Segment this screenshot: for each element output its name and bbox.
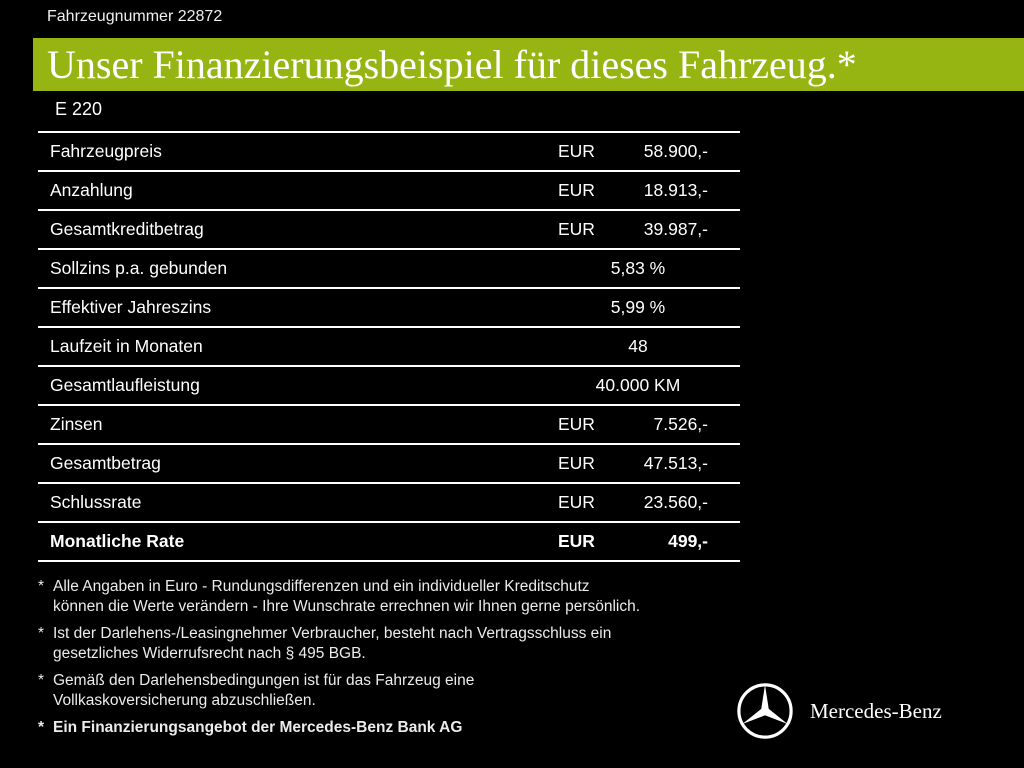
footnote-line: können die Werte verändern - Ihre Wunsch… bbox=[53, 598, 641, 615]
model-label: E 220 bbox=[55, 99, 103, 119]
row-value: 39.987,- bbox=[643, 219, 708, 239]
row-currency: EUR bbox=[558, 414, 595, 434]
row-label: Sollzins p.a. gebunden bbox=[50, 258, 228, 278]
footnote-marker: * bbox=[38, 625, 45, 642]
footnote-bank: * Ein Finanzierungsangebot der Mercedes-… bbox=[38, 718, 738, 738]
footnote-line: Ist der Darlehens-/Leasingnehmer Verbrau… bbox=[53, 625, 612, 642]
row-value: 5,99 % bbox=[610, 297, 666, 317]
footnotes: * Alle Angaben in Euro - Rundungsdiffere… bbox=[38, 577, 738, 745]
footnote-marker: * bbox=[38, 672, 45, 689]
row-currency: EUR bbox=[558, 492, 595, 512]
footnote-line: Vollkaskoversicherung abzuschließen. bbox=[53, 692, 316, 709]
row-label: Gesamtlaufleistung bbox=[50, 375, 200, 395]
row-currency: EUR bbox=[558, 219, 595, 239]
row-label: Monatliche Rate bbox=[50, 531, 185, 551]
row-label: Gesamtkreditbetrag bbox=[50, 219, 204, 239]
table-row: Gesamtkreditbetrag EUR 39.987,- bbox=[38, 211, 740, 250]
row-label: Schlussrate bbox=[50, 492, 142, 512]
row-currency: EUR bbox=[558, 141, 595, 161]
brand-wordmark: Mercedes-Benz bbox=[810, 698, 942, 723]
table-row: Laufzeit in Monaten 48 bbox=[38, 328, 740, 367]
row-value: 7.526,- bbox=[653, 414, 708, 434]
table-row: Schlussrate EUR 23.560,- bbox=[38, 484, 740, 523]
row-value: 23.560,- bbox=[643, 492, 708, 512]
table-row: Zinsen EUR 7.526,- bbox=[38, 406, 740, 445]
finance-banner: Unser Finanzierungsbeispiel für dieses F… bbox=[33, 38, 1024, 91]
footnote-marker: * bbox=[38, 578, 45, 595]
table-row: Anzahlung EUR 18.913,- bbox=[38, 172, 740, 211]
finance-table: Fahrzeugpreis EUR 58.900,- Anzahlung EUR… bbox=[38, 131, 740, 562]
row-value: 47.513,- bbox=[643, 453, 708, 473]
row-label: Gesamtbetrag bbox=[50, 453, 161, 473]
brand-area: Mercedes-Benz bbox=[736, 682, 942, 740]
row-value: 5,83 % bbox=[610, 258, 666, 278]
row-value: 18.913,- bbox=[643, 180, 708, 200]
row-label: Fahrzeugpreis bbox=[50, 141, 162, 161]
row-label: Anzahlung bbox=[50, 180, 133, 200]
footnote-line: gesetzliches Widerrufsrecht nach § 495 B… bbox=[53, 645, 366, 662]
table-row: Sollzins p.a. gebunden 5,83 % bbox=[38, 250, 740, 289]
footnote: * Ist der Darlehens-/Leasingnehmer Verbr… bbox=[38, 624, 738, 664]
table-row: Gesamtlaufleistung 40.000 KM bbox=[38, 367, 740, 406]
table-row: Effektiver Jahreszins 5,99 % bbox=[38, 289, 740, 328]
footnote-line: Gemäß den Darlehensbedingungen ist für d… bbox=[53, 672, 475, 689]
row-value: 40.000 KM bbox=[595, 375, 681, 395]
footnote: * Gemäß den Darlehensbedingungen ist für… bbox=[38, 671, 738, 711]
row-value: 58.900,- bbox=[643, 141, 708, 161]
row-value: 499,- bbox=[668, 531, 708, 551]
row-currency: EUR bbox=[558, 180, 595, 200]
footnote: * Alle Angaben in Euro - Rundungsdiffere… bbox=[38, 577, 738, 617]
table-row-monthly-rate: Monatliche Rate EUR 499,- bbox=[38, 523, 740, 562]
row-currency: EUR bbox=[558, 453, 595, 473]
footnote-marker: * bbox=[38, 719, 45, 736]
vehicle-number: Fahrzeugnummer 22872 bbox=[47, 8, 223, 25]
row-currency: EUR bbox=[558, 531, 595, 551]
banner-title: Unser Finanzierungsbeispiel für dieses F… bbox=[47, 42, 857, 87]
row-label: Zinsen bbox=[50, 414, 103, 434]
footnote-line: Ein Finanzierungsangebot der Mercedes-Be… bbox=[53, 719, 463, 736]
row-label: Laufzeit in Monaten bbox=[50, 336, 203, 356]
row-label: Effektiver Jahreszins bbox=[50, 297, 212, 317]
mercedes-star-icon bbox=[736, 682, 794, 740]
table-row: Gesamtbetrag EUR 47.513,- bbox=[38, 445, 740, 484]
table-row: Fahrzeugpreis EUR 58.900,- bbox=[38, 133, 740, 172]
row-value: 48 bbox=[628, 336, 648, 356]
footnote-line: Alle Angaben in Euro - Rundungsdifferenz… bbox=[53, 578, 590, 595]
